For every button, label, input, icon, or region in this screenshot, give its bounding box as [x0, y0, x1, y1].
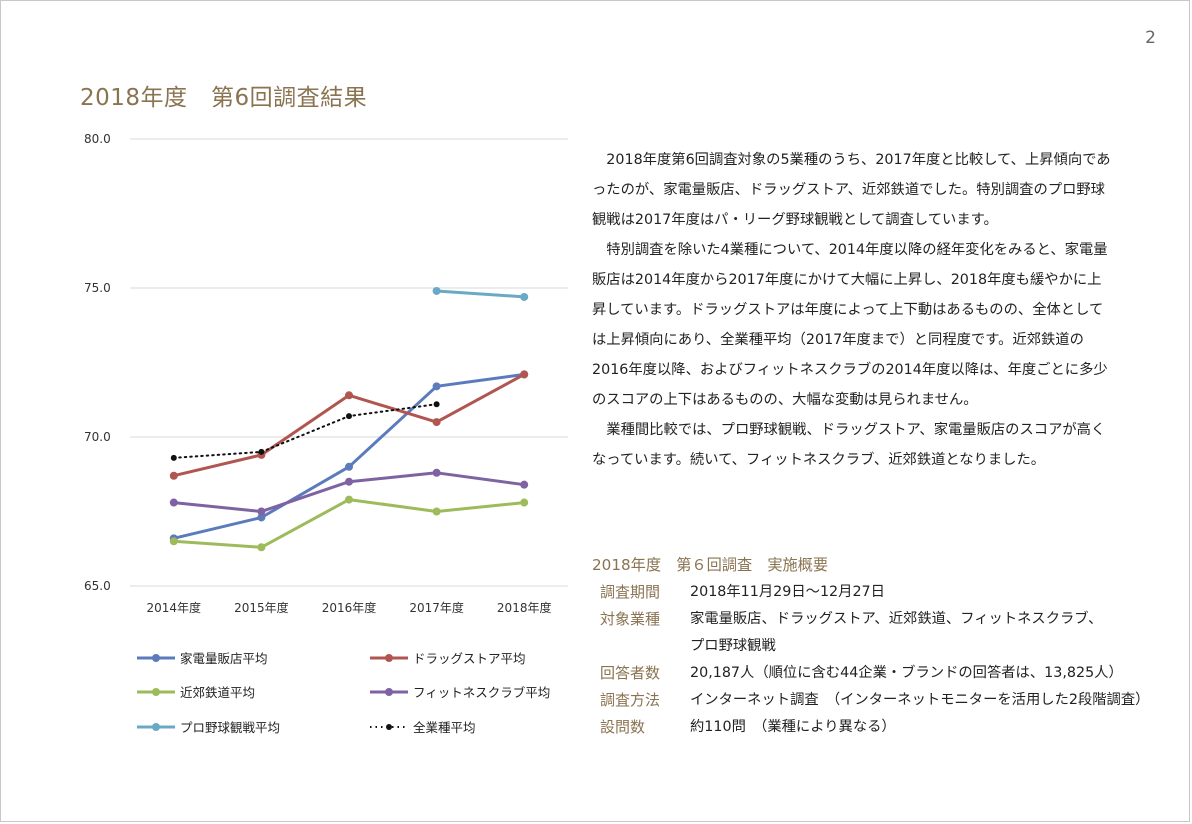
data-point [169, 498, 178, 507]
data-point [257, 507, 266, 516]
data-point [432, 468, 441, 477]
data-point [433, 401, 440, 408]
x-tick-label: 2018年度 [497, 600, 552, 615]
summary-value-line: プロ野球観戦 [690, 638, 776, 654]
y-tick-label: 75.0 [84, 281, 111, 295]
data-point [170, 454, 177, 461]
data-point [169, 471, 178, 480]
summary-key: 回答者数 [600, 664, 661, 682]
x-tick-label: 2014年度 [147, 600, 202, 615]
data-point [432, 507, 441, 516]
summary-row: 調査期間 2018年11月29日～12月27日 [592, 579, 1150, 606]
legend-marker [385, 688, 393, 696]
description-paragraph: 2018年度第6回調査対象の5業種のうち、2017年度と比較して、上昇傾向であっ… [592, 152, 1111, 228]
page-number: 2 [1145, 28, 1156, 48]
summary-key: 調査期間 [600, 583, 661, 601]
line-chart: 65.0 70.0 75.0 80.0 2014年度 2015年度 2016年度 2017年度… [84, 132, 568, 735]
summary-value: 20,187人（順位に含む44企業・ブランドの回答者は、13,825人） [690, 665, 1123, 681]
legend-marker [386, 724, 392, 730]
legend-marker [152, 688, 160, 696]
legend-label: フィットネスクラブ平均 [413, 685, 550, 700]
summary-value: 家電量販店、ドラッグストア、近郊鉄道、フィットネスクラブ、 プロ野球観戦 [690, 606, 1150, 660]
data-point [432, 382, 441, 391]
summary-title: 2018年度 第６回調査 実施概要 [592, 556, 829, 574]
x-tick-label: 2016年度 [322, 600, 377, 615]
summary-value: 2018年11月29日～12月27日 [690, 584, 885, 600]
y-tick-label: 70.0 [84, 430, 111, 444]
summary-key: 対象業種 [600, 610, 661, 628]
legend-label: プロ野球観戦平均 [180, 720, 280, 735]
legend-label: ドラッグストア平均 [413, 651, 526, 666]
y-tick-label: 65.0 [84, 579, 111, 593]
summary-row: 対象業種 家電量販店、ドラッグストア、近郊鉄道、フィットネスクラブ、 プロ野球観… [592, 606, 1150, 660]
data-point [520, 498, 529, 507]
legend-marker [152, 654, 160, 662]
summary-key: 調査方法 [600, 691, 661, 709]
series-line [435, 289, 526, 299]
data-point [258, 448, 265, 455]
data-point [345, 391, 353, 400]
x-tick-label: 2017年度 [409, 600, 464, 615]
summary-value: 約110問 （業種により異なる） [690, 719, 896, 735]
legend-label: 近郊鉄道平均 [180, 685, 255, 700]
legend-label: 全業種平均 [413, 720, 476, 735]
x-tick-label: 2015年度 [234, 600, 289, 615]
description: 2018年度第6回調査対象の5業種のうち、2017年度と比較して、上昇傾向であっ… [592, 145, 1112, 475]
survey-summary: 2018年度 第６回調査 実施概要 調査期間 2018年11月29日～12月27… [592, 553, 1150, 741]
data-point [520, 370, 529, 379]
data-point [345, 477, 353, 486]
data-point [432, 286, 441, 295]
series-line [172, 403, 438, 459]
data-point [432, 418, 441, 427]
description-paragraph: 業種間比較では、プロ野球観戦、ドラッグストア、家電量販店のスコアが高くなっていま… [592, 422, 1106, 468]
legend-marker [385, 654, 393, 662]
data-point [345, 462, 353, 471]
data-point [257, 543, 266, 552]
summary-row: 調査方法 インターネット調査 （インターネットモニターを活用した2段階調査） [592, 687, 1150, 714]
data-point [520, 480, 529, 489]
y-tick-label: 80.0 [84, 132, 111, 146]
description-paragraph: 特別調査を除いた4業種について、2014年度以降の経年変化をみると、家電量販店は… [592, 242, 1108, 408]
summary-value: インターネット調査 （インターネットモニターを活用した2段階調査） [690, 692, 1150, 708]
data-point [346, 413, 352, 420]
legend-marker [152, 723, 160, 731]
legend-label: 家電量販店平均 [180, 651, 268, 666]
summary-value-line: 家電量販店、ドラッグストア、近郊鉄道、フィットネスクラブ、 [690, 611, 1103, 627]
data-point [169, 537, 178, 546]
data-point [520, 292, 529, 301]
series-line [172, 372, 526, 478]
summary-row: 回答者数 20,187人（順位に含む44企業・ブランドの回答者は、13,825人… [592, 660, 1150, 687]
data-point [345, 495, 353, 504]
data-point [257, 513, 266, 522]
page-title: 2018年度 第6回調査結果 [80, 85, 368, 111]
summary-row: 設問数 約110問 （業種により異なる） [592, 714, 1150, 741]
summary-key: 設問数 [600, 718, 646, 736]
